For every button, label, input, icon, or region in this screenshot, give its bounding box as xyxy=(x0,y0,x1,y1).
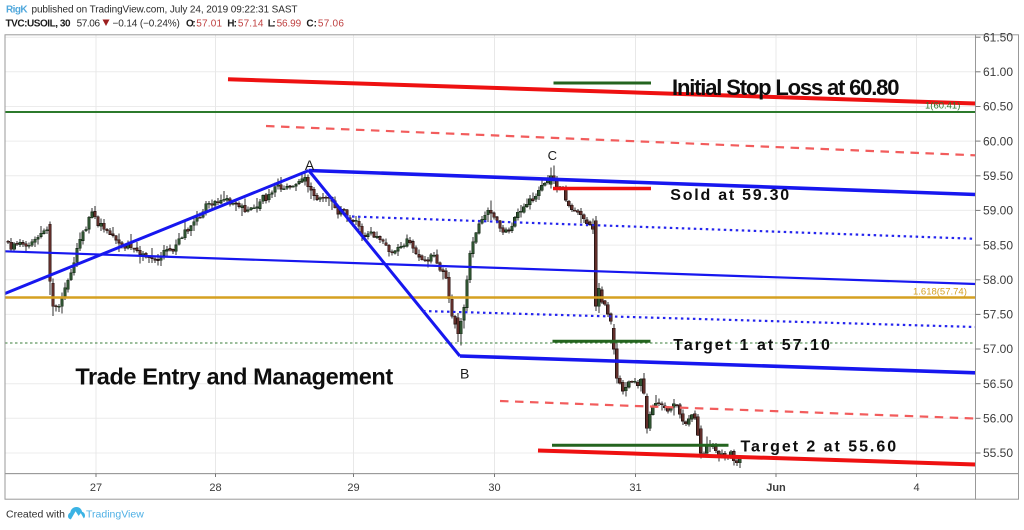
svg-text:56.99: 56.99 xyxy=(277,19,302,30)
svg-text:TradingView: TradingView xyxy=(86,509,144,521)
svg-text:−0.14 (−0.24%): −0.14 (−0.24%) xyxy=(113,19,180,30)
svg-text:55.50: 55.50 xyxy=(983,446,1013,460)
svg-text:60.50: 60.50 xyxy=(983,100,1013,114)
svg-text:Target 2 at 55.60: Target 2 at 55.60 xyxy=(741,438,897,455)
svg-text:57.00: 57.00 xyxy=(983,342,1013,356)
svg-text:57.14: 57.14 xyxy=(238,19,264,30)
svg-text:RigK: RigK xyxy=(6,4,28,15)
svg-text:60.00: 60.00 xyxy=(983,134,1013,148)
svg-text:1(60.41): 1(60.41) xyxy=(925,101,960,112)
svg-text:56.50: 56.50 xyxy=(983,377,1013,391)
svg-text:H:: H: xyxy=(227,19,237,30)
svg-text:C: C xyxy=(548,148,557,163)
svg-text:Initial Stop Loss at 60.80: Initial Stop Loss at 60.80 xyxy=(672,75,900,100)
svg-text:30: 30 xyxy=(488,482,500,494)
svg-text:58.00: 58.00 xyxy=(983,273,1013,287)
svg-text:27: 27 xyxy=(90,482,102,494)
svg-text:published on TradingView.com,: published on TradingView.com, July 24, 2… xyxy=(32,4,298,15)
svg-text:TVC:USOIL, 30: TVC:USOIL, 30 xyxy=(6,19,71,30)
svg-text:58.50: 58.50 xyxy=(983,238,1013,252)
svg-text:57.06: 57.06 xyxy=(77,19,101,30)
svg-text:28: 28 xyxy=(209,482,221,494)
svg-text:61.50: 61.50 xyxy=(983,30,1013,44)
svg-text:A: A xyxy=(305,157,315,173)
svg-text:56.00: 56.00 xyxy=(983,412,1013,426)
svg-text:Trade Entry and Management: Trade Entry and Management xyxy=(75,364,393,390)
svg-text:59.50: 59.50 xyxy=(983,169,1013,183)
svg-text:Sold at 59.30: Sold at 59.30 xyxy=(670,187,789,204)
svg-text:L:: L: xyxy=(268,19,276,30)
svg-text:57.50: 57.50 xyxy=(983,308,1013,322)
svg-text:C:: C: xyxy=(306,19,317,30)
svg-text:59.00: 59.00 xyxy=(983,204,1013,218)
svg-text:Created with: Created with xyxy=(6,509,65,521)
svg-text:Jun: Jun xyxy=(766,482,786,494)
svg-text:57.06: 57.06 xyxy=(318,19,344,30)
svg-text:4: 4 xyxy=(913,482,919,494)
svg-text:O:: O: xyxy=(186,19,196,30)
svg-text:31: 31 xyxy=(629,482,641,494)
svg-text:Target 1 at 57.10: Target 1 at 57.10 xyxy=(673,337,830,354)
svg-text:1.618(57.74): 1.618(57.74) xyxy=(913,286,967,297)
svg-text:61.00: 61.00 xyxy=(983,65,1013,79)
svg-text:29: 29 xyxy=(347,482,359,494)
svg-text:57.01: 57.01 xyxy=(196,19,222,30)
svg-text:B: B xyxy=(460,366,469,382)
